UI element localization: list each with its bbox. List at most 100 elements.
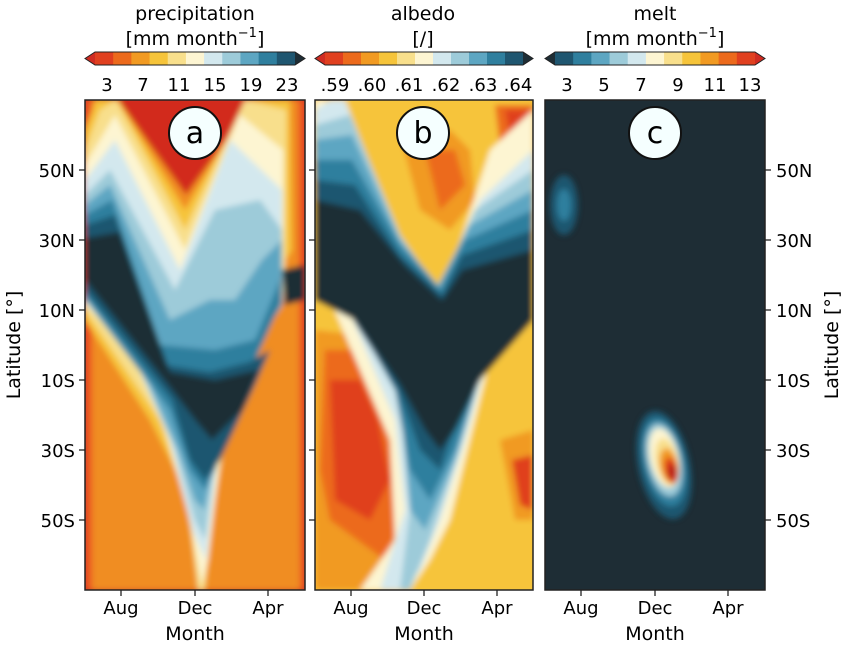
- cbar-c-tick: 5: [598, 75, 609, 96]
- svg-text:a: a: [186, 116, 204, 151]
- colorbar-segment: [433, 52, 452, 65]
- x-axis-label: Month: [625, 623, 685, 645]
- cbar-a-tick: 23: [276, 75, 299, 96]
- y-tick-label: 30S: [776, 441, 810, 462]
- svg-text:c: c: [647, 116, 664, 151]
- cbar-a-title-line1: precipitation: [135, 3, 255, 25]
- colorbar-segment: [645, 52, 665, 65]
- cbar-b-tick: .64: [504, 75, 533, 96]
- y-tick-label: 50S: [776, 511, 810, 532]
- x-tick-label: Aug: [563, 598, 598, 619]
- cbar-c-tick: 7: [635, 75, 646, 96]
- y-axis-left: 50N 30N 10N 10S 30S 50S: [39, 161, 85, 532]
- x-axis-label: Month: [394, 623, 454, 645]
- colorbar-outline: [544, 51, 766, 66]
- colorbar-segment: [343, 52, 362, 65]
- cbar-b-tick: .62: [432, 75, 461, 96]
- colorbar-segment: [95, 52, 114, 65]
- x-tick-label: Dec: [178, 598, 213, 619]
- x-tick-label: Apr: [252, 598, 284, 619]
- colorbar-segment: [505, 52, 524, 65]
- colorbar-extend-high: [755, 52, 765, 65]
- svg-text:b: b: [413, 116, 432, 151]
- colorbar-segment: [276, 52, 296, 65]
- x-tick-label: Apr: [481, 598, 513, 619]
- colorbar-segment: [487, 52, 506, 65]
- colorbar-segment: [736, 52, 756, 65]
- y-tick-label: 50N: [39, 161, 75, 182]
- y-tick-label: 10S: [41, 371, 75, 392]
- cbar-b-title-line2: [/]: [412, 28, 433, 50]
- colorbar-segment: [451, 52, 470, 65]
- colorbar-segment: [185, 52, 205, 65]
- y-tick-label: 10S: [776, 371, 810, 392]
- y-axis-right-label: Latitude [°]: [821, 291, 843, 400]
- colorbar-c-ticks: 3 5 7 9 11 13: [561, 75, 761, 96]
- x-axis-b: Aug Dec Apr Month: [333, 590, 513, 645]
- colorbar-extend-low: [85, 52, 95, 65]
- colorbar-segment: [718, 52, 738, 65]
- colorbar-segment: [113, 52, 132, 65]
- panel-c-field: [545, 100, 765, 590]
- colorbar-segment: [325, 52, 344, 65]
- x-tick-label: Aug: [103, 598, 138, 619]
- y-tick-label: 30N: [776, 231, 812, 252]
- colorbar-segment: [573, 52, 592, 65]
- colorbar-segment: [555, 52, 574, 65]
- cbar-c-tick: 9: [672, 75, 683, 96]
- colorbar-segment: [415, 52, 434, 65]
- colorbar-outline: [314, 51, 534, 66]
- colorbar-outline: [84, 51, 306, 66]
- y-tick-label: 30N: [39, 231, 75, 252]
- x-axis-label: Month: [165, 623, 225, 645]
- colorbar-segment: [222, 52, 241, 65]
- cbar-a-tick: 11: [168, 75, 191, 96]
- colorbar-segment: [682, 52, 701, 65]
- x-tick-label: Aug: [333, 598, 368, 619]
- y-ticks-panel-b: [309, 169, 315, 521]
- colorbar-segment: [131, 52, 151, 65]
- colorbar-precipitation: [84, 51, 306, 66]
- colorbar-albedo: [314, 51, 534, 66]
- colorbar-segment: [240, 52, 260, 65]
- panel-label-a: a: [168, 106, 222, 160]
- panel-label-c: c: [628, 106, 682, 160]
- cbar-c-tick: 11: [704, 75, 727, 96]
- panel-b-field: [315, 100, 533, 590]
- cbar-c-title-line2: [mm month−1]: [586, 26, 725, 50]
- colorbar-segment: [627, 52, 647, 65]
- y-tick-label: 50S: [41, 511, 75, 532]
- y-axis-right: 50N 30N 10N 10S 30S 50S: [765, 161, 812, 532]
- y-axis-left-label: Latitude [°]: [3, 291, 25, 400]
- colorbar-segment: [167, 52, 187, 65]
- cbar-b-tick: .63: [469, 75, 498, 96]
- y-tick-label: 10N: [776, 301, 812, 322]
- colorbar-segment: [204, 52, 223, 65]
- colorbar-segment: [664, 52, 683, 65]
- colorbar-segment: [700, 52, 720, 65]
- colorbar-segment: [591, 52, 611, 65]
- cbar-c-title-line1: melt: [634, 3, 677, 25]
- colorbar-segment: [609, 52, 629, 65]
- cbar-a-tick: 3: [101, 75, 112, 96]
- colorbar-segment: [361, 52, 380, 65]
- colorbar-extend-high: [295, 52, 305, 65]
- colorbar-segment: [379, 52, 398, 65]
- colorbar-segment: [469, 52, 488, 65]
- y-tick-label: 30S: [41, 441, 75, 462]
- colorbar-extend-low: [315, 52, 325, 65]
- x-tick-label: Dec: [638, 598, 673, 619]
- cbar-c-tick: 13: [739, 75, 762, 96]
- colorbar-a-ticks: 3 7 11 15 19 23: [101, 75, 298, 96]
- colorbar-segment: [397, 52, 416, 65]
- cbar-a-title-line2: [mm month−1]: [126, 26, 265, 50]
- x-tick-label: Dec: [407, 598, 442, 619]
- cbar-b-tick: .59: [321, 75, 350, 96]
- panel-label-b: b: [396, 106, 450, 160]
- cbar-a-tick: 7: [137, 75, 148, 96]
- colorbar-extend-low: [545, 52, 555, 65]
- colorbar-segment: [258, 52, 278, 65]
- y-tick-label: 50N: [776, 161, 812, 182]
